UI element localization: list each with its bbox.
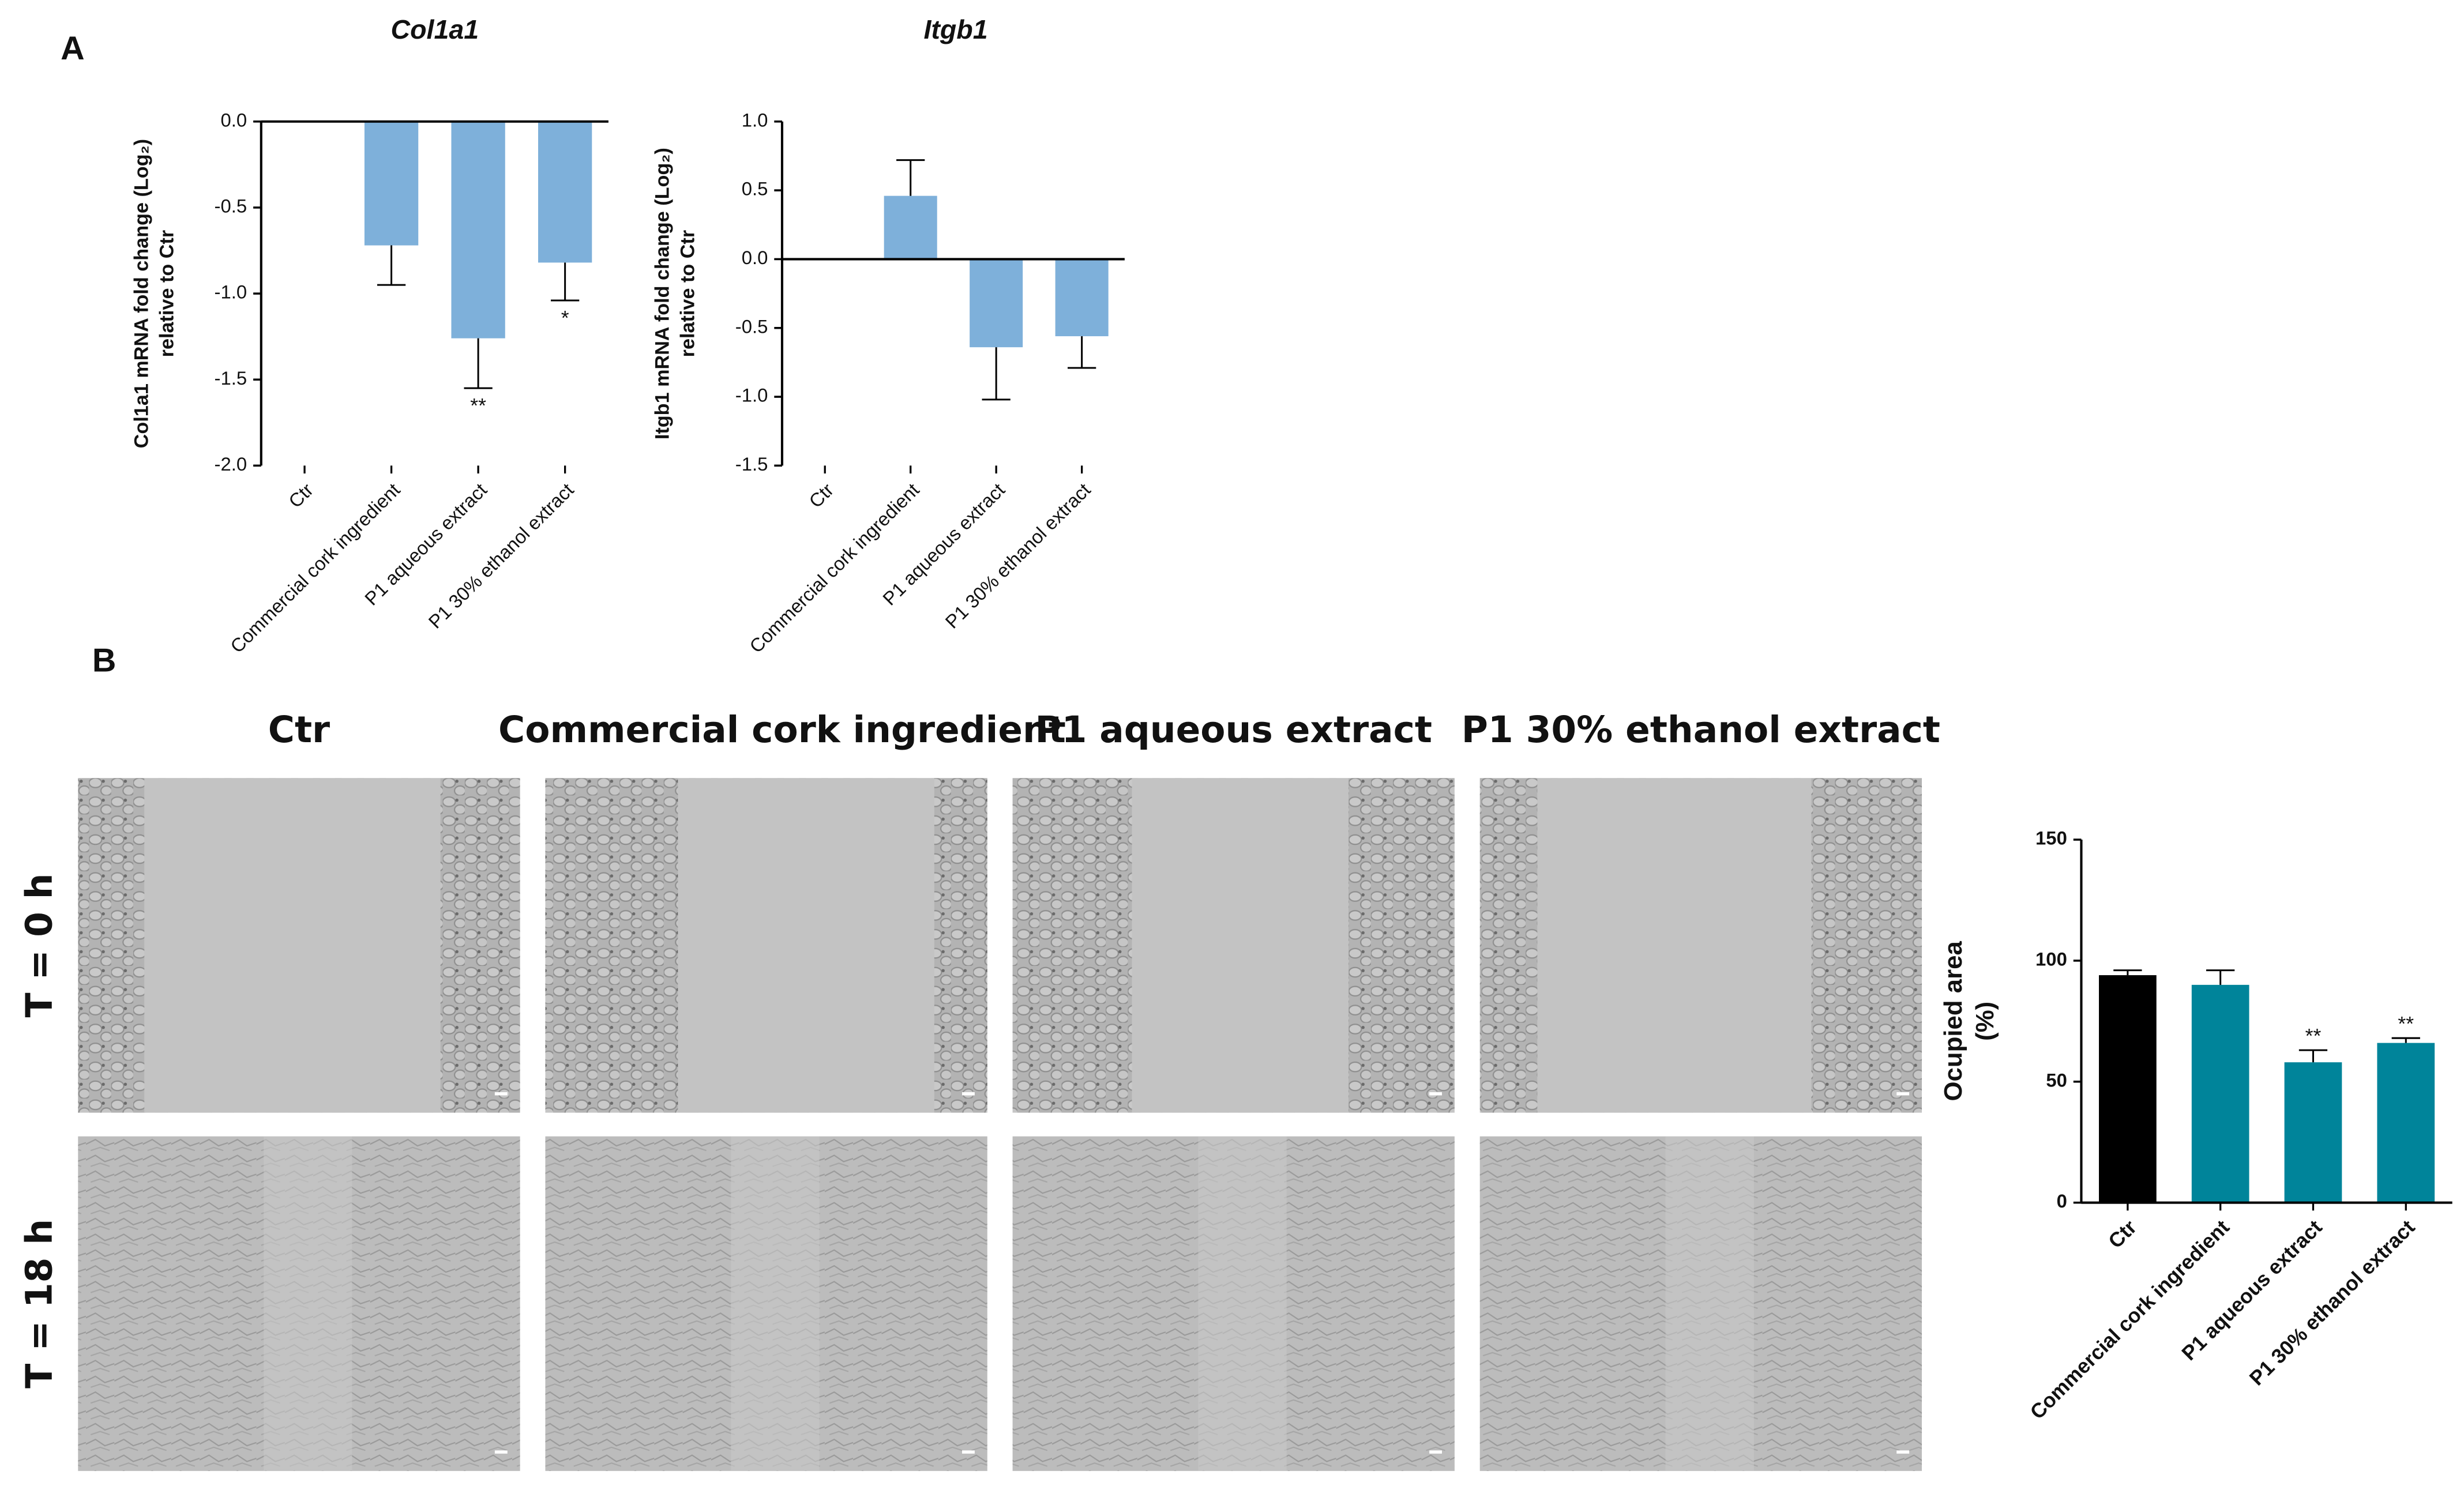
x-tick-label: P1 30% ethanol extract bbox=[424, 479, 577, 633]
y-axis-label: Ocupied area bbox=[1939, 941, 1967, 1101]
y-tick-label: -1.5 bbox=[735, 453, 768, 475]
y-axis-label: relative to Ctr bbox=[677, 230, 699, 357]
x-tick-label: Commercial cork ingredient bbox=[745, 479, 923, 657]
y-tick-label: -0.5 bbox=[735, 315, 768, 337]
y-tick-label: 0.0 bbox=[742, 247, 768, 268]
x-tick-label: Commercial cork ingredient bbox=[2026, 1216, 2234, 1424]
bar bbox=[884, 195, 937, 259]
bar bbox=[2191, 984, 2249, 1203]
bar bbox=[2377, 1043, 2435, 1203]
wound-gap bbox=[1665, 1136, 1754, 1471]
x-tick-label: Ctr bbox=[805, 479, 837, 512]
bar bbox=[364, 121, 419, 246]
row-label: T = 0 h bbox=[18, 873, 60, 1017]
bar bbox=[538, 121, 592, 263]
x-tick-label: Ctr bbox=[2104, 1216, 2142, 1253]
wound-gap bbox=[144, 778, 441, 1113]
chart-title: Col1a1 bbox=[391, 14, 479, 44]
significance: * bbox=[561, 306, 569, 329]
bar bbox=[2284, 1062, 2342, 1203]
significance: ** bbox=[2398, 1013, 2414, 1036]
y-tick-label: 100 bbox=[2035, 949, 2067, 970]
chart-title: Itgb1 bbox=[923, 14, 987, 44]
y-axis-label: Col1a1 mRNA fold change (Log₂) bbox=[131, 139, 153, 449]
y-axis-label: (%) bbox=[1971, 1002, 1999, 1041]
y-axis-label: relative to Ctr bbox=[156, 230, 178, 357]
column-title: P1 30% ethanol extract bbox=[1462, 709, 1940, 751]
wound-gap bbox=[1537, 778, 1812, 1113]
y-tick-label: 150 bbox=[2035, 828, 2067, 849]
x-tick-label: P1 30% ethanol extract bbox=[941, 479, 1094, 633]
panel-label: A bbox=[61, 30, 85, 67]
y-axis-label: Itgb1 mRNA fold change (Log₂) bbox=[652, 148, 674, 439]
wound-gap bbox=[1198, 1136, 1287, 1471]
y-tick-label: -2.0 bbox=[215, 453, 247, 475]
wound-gap bbox=[731, 1136, 820, 1471]
x-tick-label: Ctr bbox=[284, 479, 317, 512]
wound-gap bbox=[264, 1136, 352, 1471]
y-tick-label: 0 bbox=[2057, 1190, 2067, 1212]
wound-gap bbox=[678, 778, 934, 1113]
column-title: Commercial cork ingredient bbox=[498, 709, 1066, 751]
column-title: Ctr bbox=[268, 709, 330, 751]
significance: ** bbox=[2305, 1025, 2322, 1048]
row-label: T = 18 h bbox=[18, 1219, 60, 1389]
wound-gap bbox=[1132, 778, 1349, 1113]
y-tick-label: -1.0 bbox=[215, 281, 247, 303]
x-tick-label: Commercial cork ingredient bbox=[226, 479, 404, 657]
y-tick-label: -1.0 bbox=[735, 385, 768, 406]
bar bbox=[451, 121, 505, 338]
y-tick-label: 50 bbox=[2046, 1069, 2067, 1090]
y-tick-label: 0.0 bbox=[221, 109, 247, 130]
column-title: P1 aqueous extract bbox=[1035, 709, 1432, 751]
y-tick-label: -0.5 bbox=[215, 195, 247, 217]
panel-label: B bbox=[92, 642, 117, 679]
bar bbox=[970, 259, 1023, 348]
y-tick-label: 0.5 bbox=[742, 178, 768, 200]
significance: ** bbox=[470, 394, 486, 417]
y-tick-label: 1.0 bbox=[742, 109, 768, 130]
y-tick-label: -1.5 bbox=[215, 367, 247, 389]
bar bbox=[2099, 975, 2157, 1203]
bar bbox=[1055, 259, 1109, 337]
x-tick-label: P1 30% ethanol extract bbox=[2245, 1216, 2419, 1390]
